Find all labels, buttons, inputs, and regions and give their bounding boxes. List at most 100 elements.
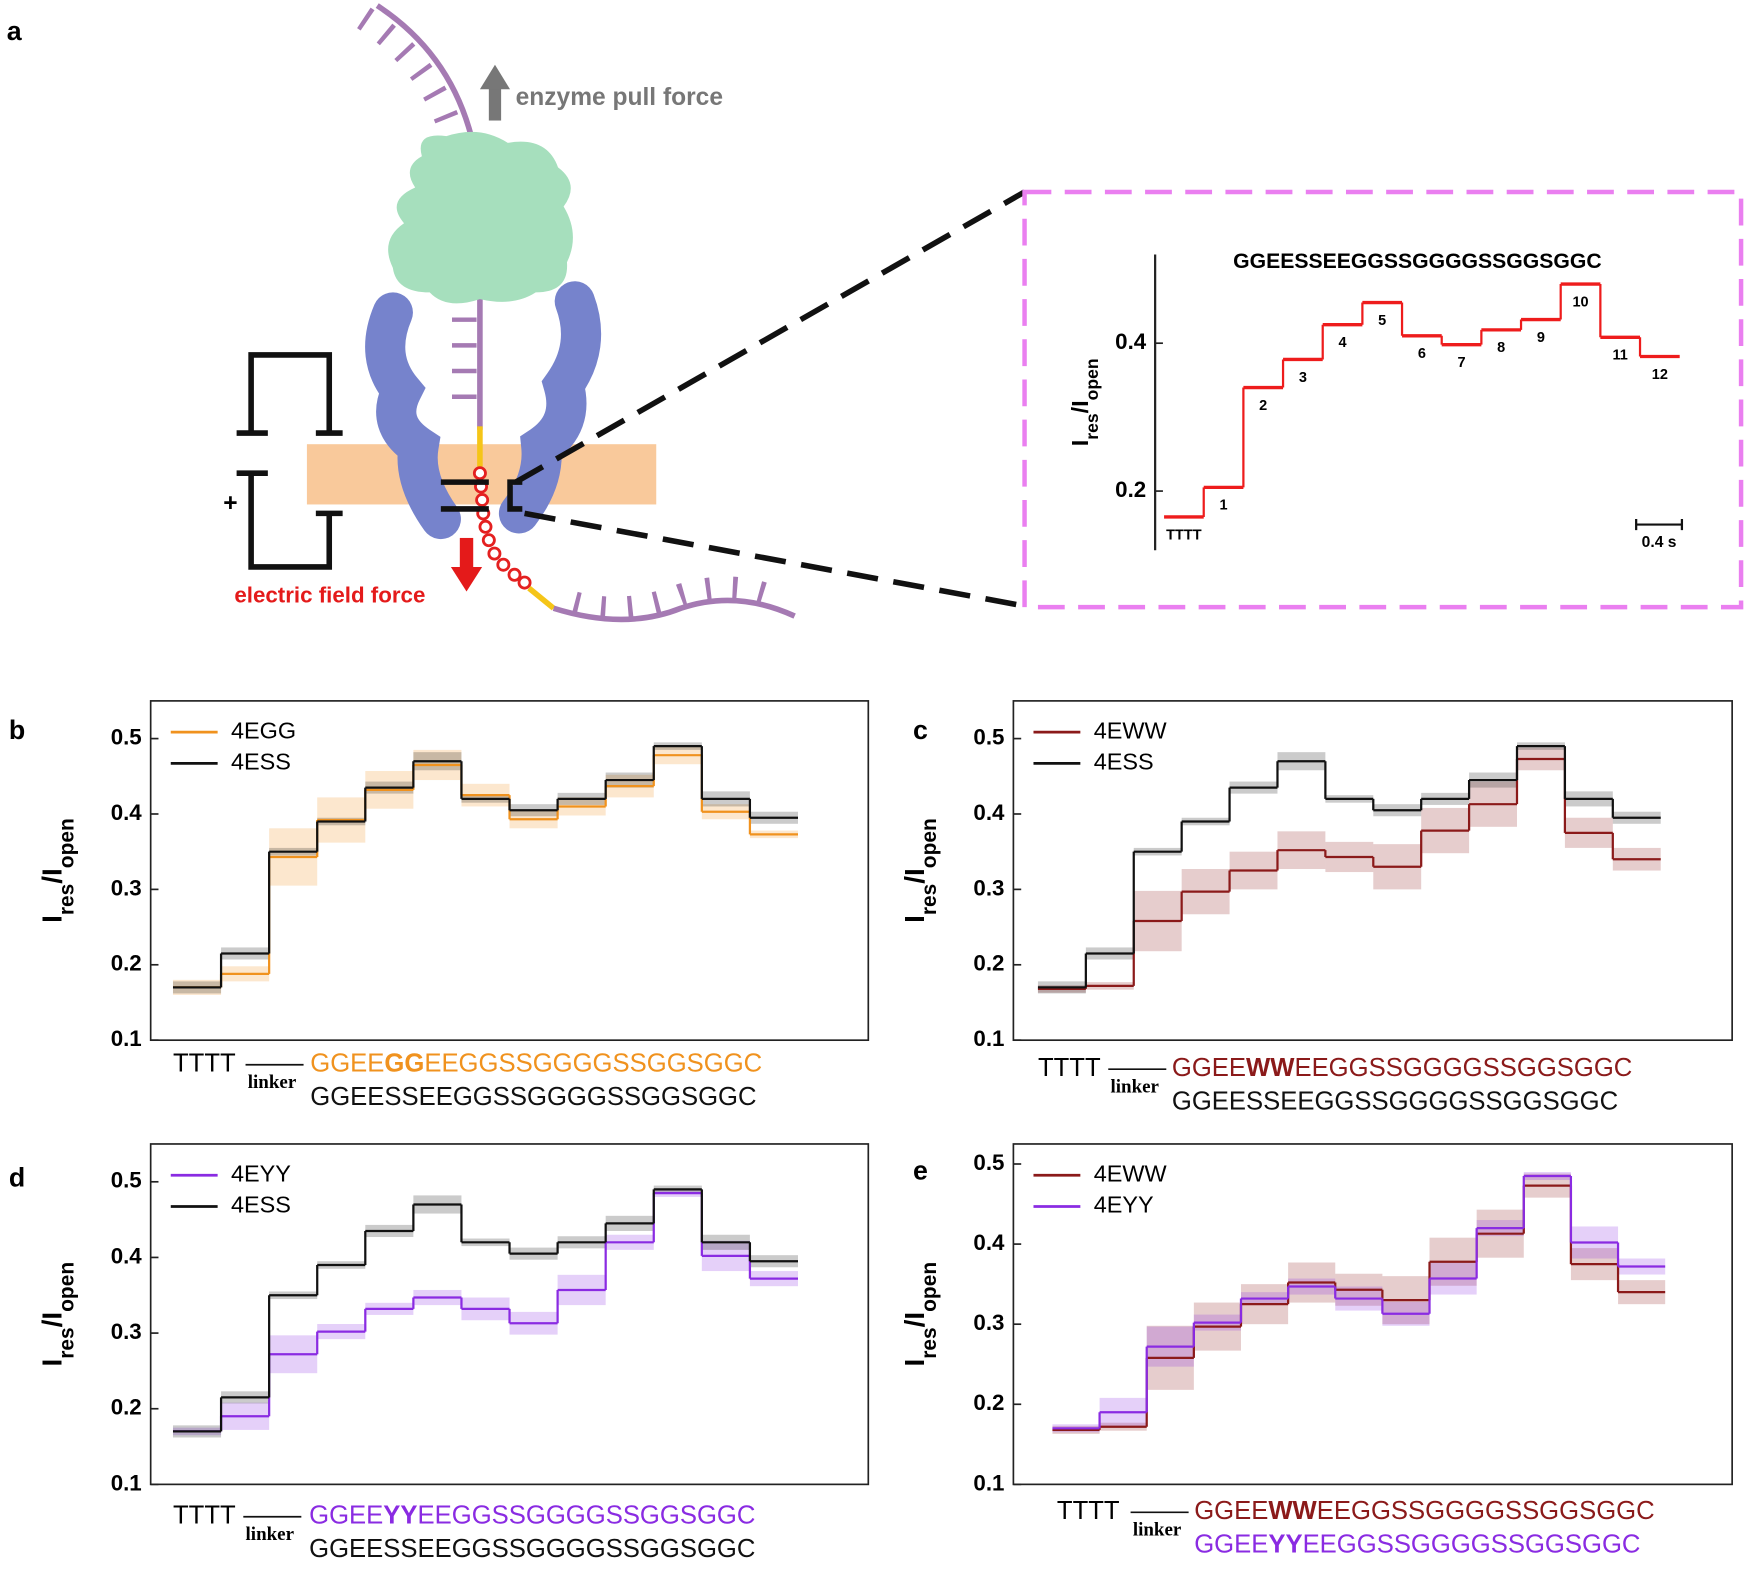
sequence: GGEEYYEEGGSSGGGGSSGGSGGC xyxy=(1194,1530,1640,1558)
step-label: 10 xyxy=(1572,294,1588,310)
y-tick-label: 0.4 xyxy=(111,1243,143,1268)
step-label: 1 xyxy=(1220,498,1228,514)
sequence-part: GGEESSEEGGSSGGGGSSGGSGGC xyxy=(1172,1087,1618,1115)
panel-letter: b xyxy=(9,715,25,745)
y-axis-label-part: res xyxy=(1082,413,1102,440)
y-axis-label-part: I xyxy=(899,1359,930,1367)
sequence-part: GG xyxy=(384,1049,424,1077)
y-tick-label: 0.3 xyxy=(973,875,1004,900)
sequence: GGEEGGEEGGSSGGGGSSGGSGGC xyxy=(310,1049,762,1077)
sequence-part: GGEE xyxy=(1194,1530,1268,1558)
prefix: TTTT xyxy=(1057,1497,1120,1525)
legend-label: 4EWW xyxy=(1094,717,1168,743)
y-tick-label: 0.4 xyxy=(973,800,1005,825)
y-tick-label: 0.4 xyxy=(1115,329,1147,354)
prefix: TTTT xyxy=(173,1049,236,1077)
sequence-part: GGEE xyxy=(1194,1497,1268,1525)
y-tick-label: 0.5 xyxy=(973,724,1004,749)
y-axis-label-part: open xyxy=(55,1262,78,1312)
sequence: GGEESSEEGGSSGGGGSSGGSGGC xyxy=(309,1535,755,1563)
sequence-part: GGEE xyxy=(309,1501,383,1529)
y-tick-label: 0.3 xyxy=(973,1310,1004,1335)
step-label: 9 xyxy=(1537,330,1545,346)
panel-letter: c xyxy=(913,715,928,745)
inset-box xyxy=(1022,189,1744,610)
y-axis-label-part: I xyxy=(899,915,930,923)
y-axis-label-part: /I xyxy=(1067,400,1093,413)
schematic: a enzyme pull force electric field force… xyxy=(7,3,1744,623)
y-tick-label: 0.1 xyxy=(973,1470,1004,1495)
polarity: + xyxy=(223,490,237,517)
sequence-part: WW xyxy=(1268,1497,1317,1525)
legend-label: 4EYY xyxy=(231,1160,291,1186)
sequence-part: GGEE xyxy=(1172,1054,1246,1082)
sequence-part: EEGGSSGGGGSSGGSGGC xyxy=(418,1501,756,1529)
y-tick-label: 0.2 xyxy=(111,951,142,976)
step-riser xyxy=(1084,758,1614,989)
dna-tail-bases xyxy=(571,576,787,620)
step-label: 5 xyxy=(1378,313,1386,329)
y-axis-label-part: /I xyxy=(36,868,67,884)
legend-label: 4EGG xyxy=(231,717,296,743)
y-axis-label-part: open xyxy=(55,818,78,868)
field-arrow xyxy=(450,537,483,592)
circuit xyxy=(236,352,343,570)
dna-bases xyxy=(356,7,477,416)
prefix: TTTT xyxy=(173,1501,236,1529)
field-label: electric field force xyxy=(234,583,425,608)
plot-frame xyxy=(1012,700,1733,1042)
step-label: TTTT xyxy=(1166,527,1202,543)
legend-label: 4EWW xyxy=(1094,1160,1168,1186)
linker-label: linker xyxy=(246,1524,295,1545)
y-axis-label-part: open xyxy=(1082,358,1102,400)
y-tick-label: 0.3 xyxy=(111,875,142,900)
step-riser xyxy=(1098,1176,1620,1429)
pore-left xyxy=(365,292,461,540)
sequence-part: EEGGSSGGGGSSGGSGGC xyxy=(1294,1054,1632,1082)
linker-label: linker xyxy=(1133,1520,1182,1541)
y-tick-label: 0.3 xyxy=(111,1319,142,1344)
y-axis-label-part: res xyxy=(918,884,941,915)
y-tick-label: 0.2 xyxy=(973,951,1004,976)
y-tick-label: 0.5 xyxy=(111,1168,142,1193)
legend-label: 4EYY xyxy=(1094,1192,1154,1218)
sequence: GGEEWWEEGGSSGGGGSSGGSGGC xyxy=(1194,1497,1654,1525)
sequence-part: EEGGSSGGGGSSGGSGGC xyxy=(1317,1497,1655,1525)
step-label: 3 xyxy=(1299,370,1307,386)
sequence-part: GGEESSEEGGSSGGGGSSGGSGGC xyxy=(310,1083,756,1111)
step-label: 11 xyxy=(1613,348,1628,364)
pull-arrow xyxy=(479,64,511,121)
y-tick-label: 0.1 xyxy=(111,1026,142,1051)
step-label: 8 xyxy=(1497,340,1505,356)
legend-label: 4ESS xyxy=(231,1192,291,1218)
step-riser xyxy=(1084,746,1614,988)
y-axis-label-part: /I xyxy=(899,1312,930,1328)
panel-letter: a xyxy=(7,16,23,46)
y-axis-label-part: /I xyxy=(36,1312,67,1327)
y-tick-label: 0.4 xyxy=(973,1230,1005,1255)
y-axis-label: Ires/Iopen xyxy=(899,1262,940,1367)
y-axis-label-part: res xyxy=(55,884,78,915)
y-axis-label-part: res xyxy=(55,1327,78,1358)
plot-frame xyxy=(1012,1143,1733,1486)
y-axis-label-part: res xyxy=(918,1327,941,1358)
panel-letter: e xyxy=(913,1156,928,1186)
scale-bar xyxy=(1635,518,1684,531)
prefix: TTTT xyxy=(1038,1054,1101,1082)
panel-letter: d xyxy=(9,1162,25,1192)
y-axis-label: Ires/Iopen xyxy=(1067,358,1102,446)
sequence-part: YY xyxy=(1268,1530,1302,1558)
sequence-part: WW xyxy=(1246,1054,1295,1082)
step-label: 6 xyxy=(1418,346,1426,362)
y-axis-label-part: open xyxy=(918,818,941,868)
y-axis-label-part: I xyxy=(36,915,67,923)
plot-frame xyxy=(149,1143,870,1486)
step-label: 2 xyxy=(1259,398,1267,414)
sequence: GGEEWWEEGGSSGGGGSSGGSGGC xyxy=(1172,1054,1632,1082)
y-axis-label-part: /I xyxy=(899,868,930,884)
legend-label: 4ESS xyxy=(1094,749,1154,775)
zoom-lines xyxy=(514,189,1026,609)
step-riser xyxy=(219,746,752,988)
y-tick-label: 0.2 xyxy=(973,1390,1004,1415)
